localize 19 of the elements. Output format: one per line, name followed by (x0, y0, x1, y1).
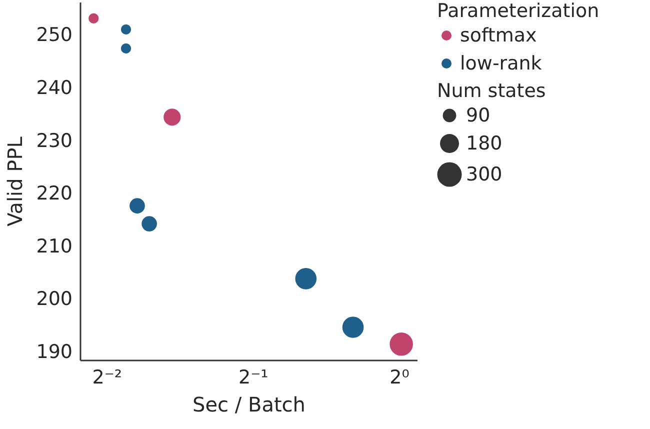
x-tick-label: 2⁰ (390, 366, 410, 388)
y-tick-label: 250 (36, 24, 72, 46)
y-tick-label: 220 (36, 182, 72, 205)
x-tick-label: 2⁻¹ (238, 366, 268, 388)
y-tick-label: 210 (36, 235, 72, 258)
legend-label: low-rank (460, 52, 542, 74)
y-axis-title: Valid PPL (3, 136, 28, 226)
legend-label: softmax (460, 24, 537, 46)
y-tick-label: 190 (36, 341, 72, 364)
text: Num states (437, 80, 546, 102)
legend-title: Parameterization (437, 0, 600, 22)
y-tick-label: 200 (36, 288, 72, 310)
y-tick-label: 240 (36, 77, 72, 100)
legend-label: 90 (466, 104, 490, 126)
x-tick-label: 2⁻² (92, 366, 122, 388)
x-axis-title: Sec / Batch (192, 392, 306, 416)
y-tick-label: 230 (36, 130, 72, 152)
legend-label: 300 (466, 164, 502, 186)
legend-label: 180 (466, 132, 502, 154)
